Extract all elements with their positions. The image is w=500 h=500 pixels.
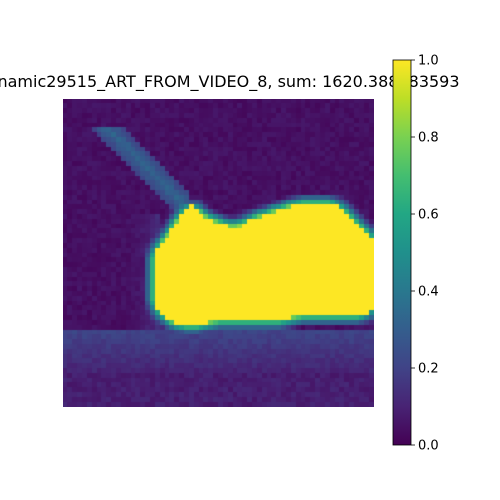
colorbar-tick-label: 0.4 (418, 285, 439, 300)
chart-title: ynamic29515_ART_FROM_VIDEO_8, sum: 1620.… (0, 72, 500, 94)
chart-title-text: ynamic29515_ART_FROM_VIDEO_8, sum: 1620.… (0, 72, 460, 91)
colorbar-tick-label: 0.6 (418, 208, 439, 223)
colorbar-gradient (392, 59, 412, 446)
heatmap-image (63, 99, 374, 407)
colorbar: 0.0 0.2 0.4 0.6 0.8 1.0 (392, 54, 439, 454)
colorbar-tick-label: 0.8 (418, 131, 439, 146)
colorbar-tick-label: 1.0 (418, 54, 439, 69)
colorbar-tick-label: 0.0 (418, 439, 439, 454)
colorbar-tick-label: 0.2 (418, 362, 439, 377)
